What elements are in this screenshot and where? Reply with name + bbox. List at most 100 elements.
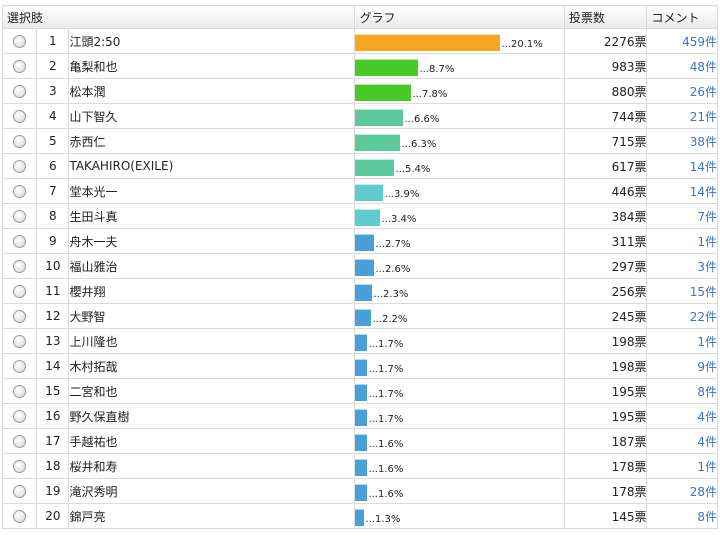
comment-count-link[interactable]: 21件 — [689, 109, 717, 124]
comment-cell: 8件 — [646, 378, 718, 404]
choice-radio[interactable] — [13, 510, 27, 523]
vote-count: 178票 — [563, 478, 648, 504]
comment-count-link[interactable]: 8件 — [697, 509, 717, 524]
graph-cell: ...6.6% — [354, 103, 565, 129]
choice-radio[interactable] — [13, 185, 27, 198]
rank-number: 2 — [36, 53, 70, 79]
comment-count-link[interactable]: 1件 — [697, 334, 717, 349]
header-comment: コメント — [646, 5, 718, 29]
comment-count-link[interactable]: 22件 — [689, 309, 717, 324]
table-header-row: 選択肢 グラフ 投票数 コメント — [1, 5, 718, 29]
comment-count-link[interactable]: 9件 — [697, 359, 717, 374]
table-row: 20 錦戸亮 ...1.3% 145票 8件 — [1, 503, 718, 529]
comment-count-link[interactable]: 1件 — [697, 459, 717, 474]
header-votes: 投票数 — [563, 5, 648, 29]
comment-count-link[interactable]: 4件 — [697, 434, 717, 449]
choice-radio[interactable] — [13, 285, 27, 298]
table-row: 13 上川隆也 ...1.7% 198票 1件 — [1, 328, 718, 354]
choice-radio[interactable] — [13, 60, 27, 73]
choice-name: 桜井和寿 — [68, 453, 356, 479]
vote-bar — [355, 383, 368, 401]
percent-label: ...3.9% — [384, 188, 420, 200]
radio-cell — [1, 353, 38, 379]
bar-wrap: ...1.7% — [355, 330, 563, 353]
choice-radio[interactable] — [13, 310, 27, 323]
comment-count-link[interactable]: 7件 — [697, 209, 717, 224]
comment-cell: 4件 — [646, 403, 718, 429]
radio-cell — [1, 453, 38, 479]
comment-count-link[interactable]: 26件 — [689, 84, 717, 99]
choice-radio[interactable] — [13, 485, 27, 498]
choice-radio[interactable] — [13, 360, 27, 373]
radio-cell — [1, 203, 38, 229]
choice-radio[interactable] — [13, 460, 27, 473]
table-row: 17 手越祐也 ...1.6% 187票 4件 — [1, 428, 718, 454]
choice-radio[interactable] — [13, 160, 27, 173]
graph-cell: ...1.6% — [354, 478, 565, 504]
comment-count-link[interactable]: 3件 — [697, 259, 717, 274]
choice-name: TAKAHIRO(EXILE) — [68, 153, 356, 179]
rank-number: 1 — [36, 28, 70, 54]
percent-label: ...20.1% — [501, 38, 543, 50]
vote-bar — [355, 158, 395, 176]
comment-cell: 4件 — [646, 428, 718, 454]
vote-bar — [355, 458, 368, 476]
choice-radio[interactable] — [13, 210, 27, 223]
comment-count-link[interactable]: 14件 — [689, 184, 717, 199]
bar-wrap: ...2.6% — [355, 255, 563, 278]
percent-label: ...1.7% — [368, 413, 404, 425]
choice-radio[interactable] — [13, 110, 27, 123]
rank-number: 5 — [36, 128, 70, 154]
rank-number: 3 — [36, 78, 70, 104]
comment-count-link[interactable]: 38件 — [689, 134, 717, 149]
choice-name: 舟木一夫 — [68, 228, 356, 254]
comment-count-link[interactable]: 1件 — [697, 234, 717, 249]
graph-cell: ...1.7% — [354, 403, 565, 429]
comment-cell: 21件 — [646, 103, 718, 129]
comment-cell: 1件 — [646, 453, 718, 479]
vote-bar — [355, 408, 368, 426]
percent-label: ...5.4% — [395, 163, 431, 175]
radio-cell — [1, 478, 38, 504]
comment-count-link[interactable]: 8件 — [697, 384, 717, 399]
graph-cell: ...1.3% — [354, 503, 565, 529]
vote-bar — [355, 58, 419, 76]
vote-count: 983票 — [563, 53, 648, 79]
percent-label: ...3.4% — [381, 213, 417, 225]
comment-count-link[interactable]: 15件 — [689, 284, 717, 299]
choice-radio[interactable] — [13, 335, 27, 348]
choice-radio[interactable] — [13, 85, 27, 98]
comment-count-link[interactable]: 14件 — [689, 159, 717, 174]
percent-label: ...1.7% — [368, 338, 404, 350]
radio-cell — [1, 128, 38, 154]
rank-number: 8 — [36, 203, 70, 229]
rank-number: 4 — [36, 103, 70, 129]
radio-cell — [1, 303, 38, 329]
vote-bar — [355, 183, 384, 201]
comment-cell: 459件 — [646, 28, 718, 54]
choice-radio[interactable] — [13, 385, 27, 398]
vote-count: 245票 — [563, 303, 648, 329]
comment-cell: 9件 — [646, 353, 718, 379]
choice-name: 江頭2:50 — [68, 28, 356, 54]
vote-count: 256票 — [563, 278, 648, 304]
choice-radio[interactable] — [13, 235, 27, 248]
bar-wrap: ...6.3% — [355, 130, 563, 153]
comment-cell: 1件 — [646, 228, 718, 254]
comment-count-link[interactable]: 48件 — [689, 59, 717, 74]
vote-bar — [355, 208, 381, 226]
vote-count: 617票 — [563, 153, 648, 179]
choice-radio[interactable] — [13, 435, 27, 448]
comment-count-link[interactable]: 459件 — [682, 34, 717, 49]
choice-radio[interactable] — [13, 35, 27, 48]
rank-number: 16 — [36, 403, 70, 429]
table-row: 4 山下智久 ...6.6% 744票 21件 — [1, 103, 718, 129]
choice-radio[interactable] — [13, 410, 27, 423]
vote-count: 715票 — [563, 128, 648, 154]
vote-bar — [355, 508, 365, 526]
graph-cell: ...1.7% — [354, 353, 565, 379]
comment-count-link[interactable]: 4件 — [697, 409, 717, 424]
choice-radio[interactable] — [13, 135, 27, 148]
comment-count-link[interactable]: 28件 — [689, 484, 717, 499]
choice-radio[interactable] — [13, 260, 27, 273]
